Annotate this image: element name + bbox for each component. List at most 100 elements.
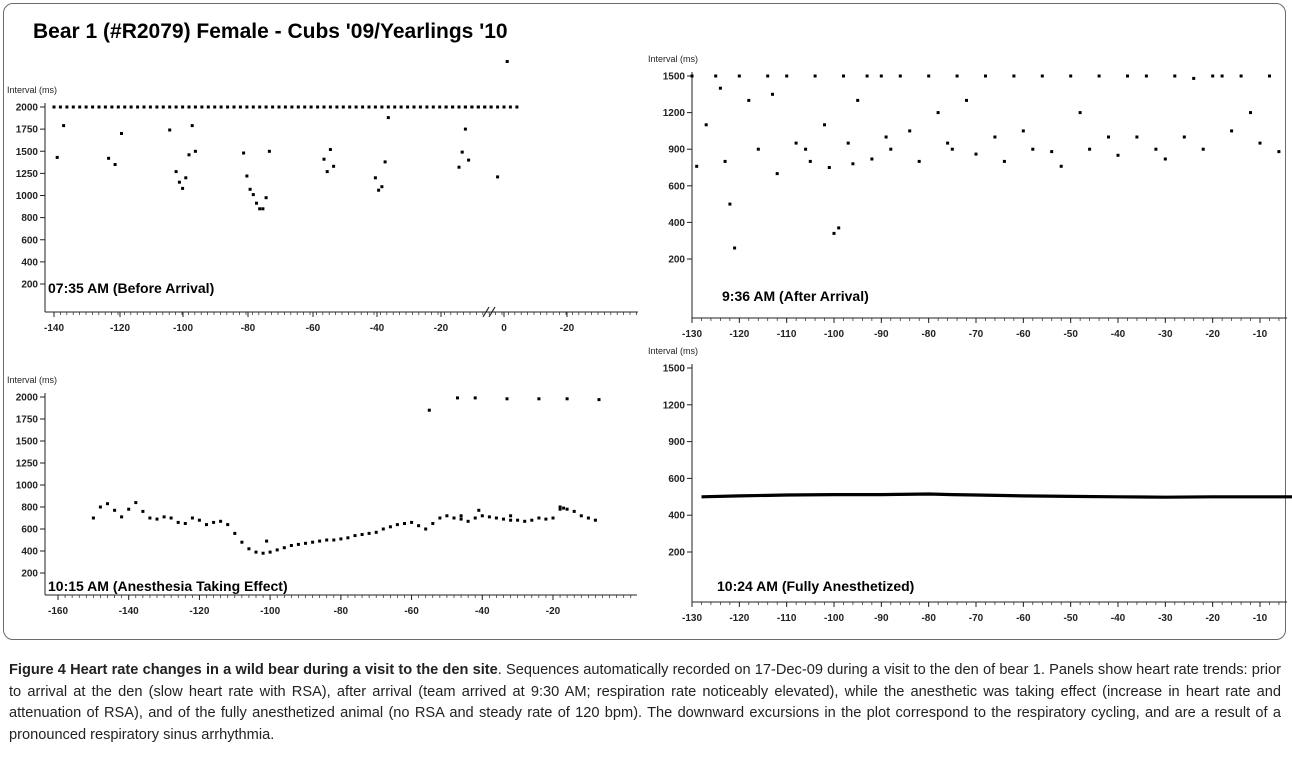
data-point [226,523,230,527]
x-tick-label: -120 [189,606,209,617]
x-tick-label: -20 [1205,329,1220,340]
data-point [477,508,481,512]
data-point [562,506,566,510]
x-tick-label: -80 [921,329,936,340]
data-point [240,540,244,544]
x-tick-label: -20 [434,323,449,334]
x-tick-label: -80 [241,323,256,334]
data-point [466,519,470,523]
data-point [65,105,69,109]
y-tick-label: 600 [668,181,685,192]
data-point [248,187,252,191]
data-point [950,147,954,151]
data-point [1021,129,1025,133]
data-point [530,518,534,522]
data-point [496,175,500,179]
data-point [98,505,102,509]
y-tick-label: 400 [21,257,38,268]
data-point [148,105,152,109]
x-tick-label: -10 [1253,613,1268,624]
data-point [431,105,435,109]
data-point [193,105,197,109]
axis-break-mark [482,306,490,318]
y-tick-label: 600 [21,525,38,536]
data-point [309,105,313,109]
y-tick-label: 1200 [663,400,686,411]
panel-label: 07:35 AM (Before Arrival) [48,280,214,296]
data-point [78,105,82,109]
x-tick-label: -60 [404,606,419,617]
x-tick-label: -100 [824,613,844,624]
data-point [190,516,194,520]
data-point [695,164,699,168]
data-point [452,516,456,520]
y-tick-label: 400 [668,218,685,229]
data-point [354,105,358,109]
y-tick-label: 800 [21,503,38,514]
data-point [245,105,249,109]
data-point [206,105,210,109]
data-point [487,515,491,519]
data-point [785,74,789,78]
x-tick-label: -40 [1111,329,1126,340]
data-point [353,534,357,538]
y-tick-label: 1500 [663,364,686,375]
data-point [1126,74,1129,78]
data-point [106,502,109,506]
figure-frame [3,3,1286,640]
data-point [84,105,88,109]
y-tick-label: 2000 [16,103,39,114]
data-point [879,74,883,78]
data-point [264,196,268,200]
y-tick-label: 1500 [16,437,39,448]
x-tick-label: -110 [777,613,797,624]
data-point [470,105,474,109]
panel-label: 10:24 AM (Fully Anesthetized) [717,578,914,594]
data-point [161,105,165,109]
data-point [728,202,732,206]
data-point [213,105,217,109]
data-point [473,396,477,400]
x-tick-label: -70 [969,613,984,624]
y-axis-label: Interval (ms) [7,85,57,95]
data-point [737,74,741,78]
data-point [174,105,178,109]
data-point [1220,74,1224,78]
data-point [898,74,902,78]
data-point [120,515,124,519]
data-point [97,105,101,109]
data-point [380,185,384,189]
data-point [254,550,258,554]
data-point [290,105,294,109]
data-point [264,105,268,109]
data-point [403,522,406,525]
data-point [136,105,140,109]
data-point [502,517,505,521]
data-point [509,518,513,522]
data-point [296,105,300,109]
x-tick-label: -100 [173,323,193,334]
data-point [386,105,390,109]
x-tick-label: -50 [1063,613,1078,624]
y-tick-label: 200 [21,569,38,580]
data-point [251,105,255,109]
data-point [586,516,590,520]
data-point [460,150,464,154]
data-point [851,162,855,166]
data-point [431,522,435,525]
data-point [1031,147,1035,151]
x-tick-label: -80 [334,606,349,617]
data-point [169,516,173,520]
data-point [756,147,760,151]
data-point [537,397,541,401]
x-tick-label: -10 [1253,329,1268,340]
figure-title: Bear 1 (#R2079) Female - Cubs '09/Yearli… [33,20,508,43]
data-point [1107,135,1110,139]
data-point [1040,74,1044,78]
data-point [459,514,463,518]
x-tick-label: -130 [682,329,702,340]
x-tick-label: -90 [874,613,889,624]
data-point [516,518,520,522]
data-point [406,105,410,109]
data-point [377,188,381,192]
